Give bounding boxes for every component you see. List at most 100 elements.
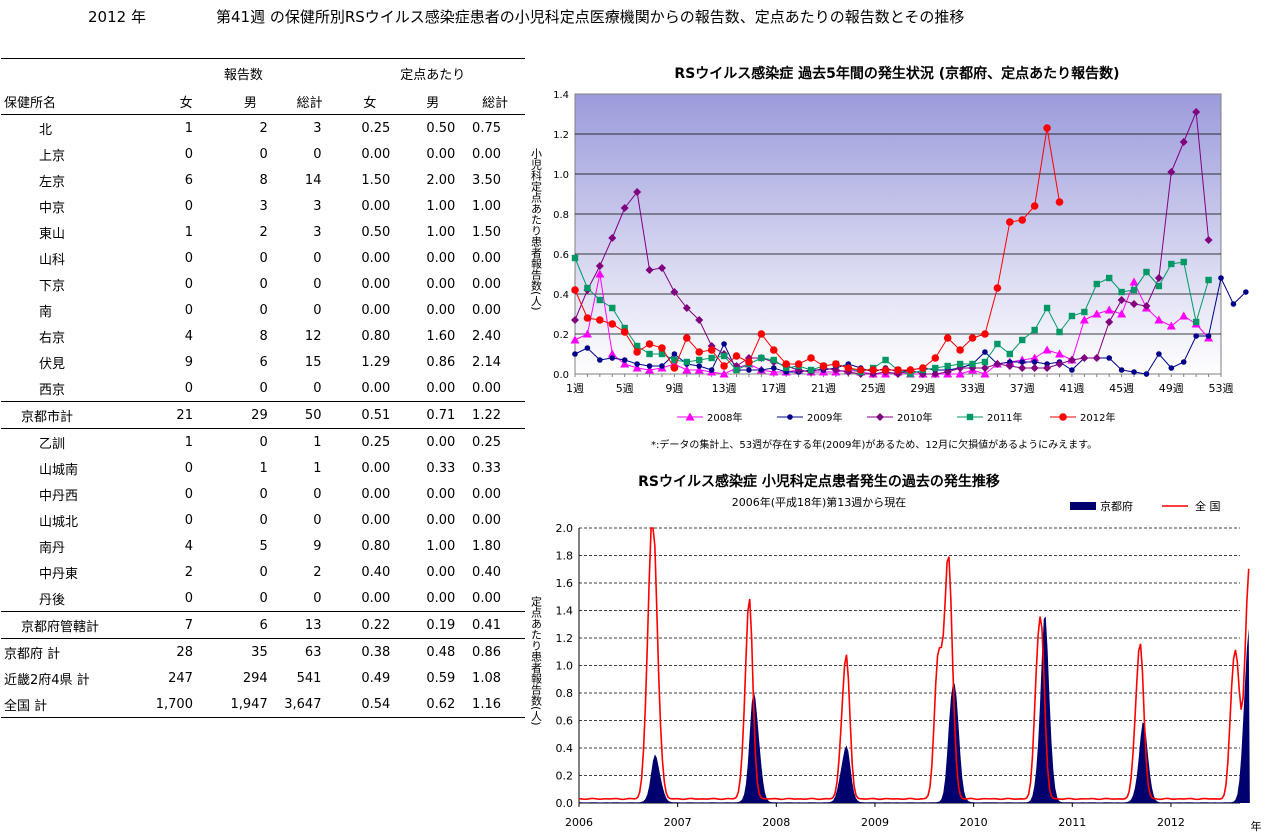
row-cell: 6 (184, 172, 193, 188)
row-name: 近畿2府4県 計 (4, 672, 90, 688)
legend-label: 2012年 (1080, 411, 1115, 424)
x-tick-label: 13週 (712, 382, 737, 395)
data-point (1043, 124, 1051, 132)
data-point (1106, 355, 1112, 361)
row-cell: 1.00 (426, 198, 456, 214)
report-year: 2012 年 (88, 8, 146, 26)
row-cell: 0 (279, 585, 340, 612)
col-header-name: 保健所名 (1, 88, 152, 115)
data-point (634, 361, 640, 367)
data-point (832, 360, 840, 368)
row-cell: 28 (176, 644, 193, 660)
data-point (931, 354, 940, 362)
row-cell: 0 (279, 375, 340, 402)
row-name: 南 (39, 304, 53, 320)
five-year-line-chart: 0.0 0.2 0.4 0.6 0.8 1.0 1.2 1.4 1週 5週 9週 13週 17週 21週 2… (530, 65, 1249, 451)
data-point (696, 356, 703, 364)
plot-area (574, 93, 1222, 375)
y-tick-label: 0.0 (556, 797, 574, 810)
table-row: 上京 0 0 0 0.00 0.00 0.00 (1, 141, 525, 167)
data-point (980, 369, 990, 378)
data-point (1030, 364, 1039, 372)
table-row: 右京 4 8 12 0.80 1.60 2.40 (1, 323, 525, 349)
row-cell: 21 (151, 401, 207, 429)
table-row: 伏見 9 6 15 1.29 0.86 2.14 (1, 349, 525, 375)
y-tick-label: 1.0 (556, 660, 574, 673)
data-point (633, 188, 642, 196)
row-cell: 0 (313, 250, 322, 266)
row-cell: 1.29 (361, 354, 391, 370)
data-point (932, 364, 939, 372)
data-point (708, 354, 715, 362)
y-tick-label: 0.4 (556, 742, 574, 755)
data-point (1006, 218, 1014, 226)
row-cell: 0.80 (361, 328, 391, 344)
data-point (980, 364, 989, 372)
data-point (1092, 354, 1101, 362)
data-point (620, 359, 630, 368)
data-point (782, 360, 790, 368)
row-cell: 0 (184, 486, 193, 502)
row-cell: 0 (184, 146, 193, 162)
data-point (1143, 268, 1150, 276)
data-point (1180, 258, 1187, 266)
data-point (1179, 311, 1189, 320)
legend-marker (787, 414, 793, 420)
row-cell: 0.00 (361, 302, 391, 318)
row-cell: 0.00 (472, 486, 501, 502)
row-cell: 541 (296, 670, 322, 686)
row-cell: 0.19 (400, 611, 466, 639)
data-point (869, 366, 877, 374)
data-point (1018, 216, 1027, 224)
row-cell: 0.25 (361, 120, 391, 136)
table-row: 全国 計 1,700 1,947 3,647 0.54 0.62 1.16 (1, 691, 525, 718)
table-row: 東山 1 2 3 0.50 1.00 1.50 (1, 219, 525, 245)
data-point (633, 348, 641, 356)
row-cell: 12 (304, 328, 322, 344)
data-point (670, 364, 679, 372)
data-point (1155, 282, 1163, 290)
row-cell: 1 (184, 434, 193, 450)
row-cell: 0 (259, 302, 268, 318)
row-cell: 4 (184, 328, 193, 344)
row-cell: 0 (259, 434, 268, 450)
x-tick-label: 9週 (665, 382, 683, 395)
data-point (993, 360, 1002, 368)
row-cell: 0.00 (426, 276, 456, 292)
x-axis-label: 年 (1251, 819, 1262, 833)
data-point (620, 204, 629, 212)
x-tick-label: 29週 (910, 382, 935, 395)
row-cell: 0 (184, 198, 193, 214)
data-point (645, 365, 655, 374)
data-point (1130, 286, 1138, 294)
data-point (1043, 364, 1052, 372)
data-point (658, 344, 666, 352)
row-cell: 3 (313, 120, 322, 136)
data-point (632, 363, 642, 372)
data-point (571, 286, 579, 294)
data-point (646, 350, 653, 358)
row-cell: 2 (313, 564, 322, 580)
y-tick-label: 1.8 (556, 550, 574, 563)
row-cell: 0 (313, 146, 322, 162)
data-point (645, 266, 654, 274)
row-cell: 9 (184, 354, 193, 370)
data-point (1243, 289, 1249, 295)
row-cell: 6 (206, 611, 280, 639)
row-name: 京都府 計 (4, 646, 61, 662)
y-tick-label: 2.0 (556, 522, 574, 535)
legend-label-kyoto: 京都府 (1100, 499, 1133, 513)
data-point (1068, 312, 1076, 320)
row-cell: 50 (279, 401, 340, 429)
data-point (794, 360, 803, 368)
row-cell: 0 (313, 276, 322, 292)
row-cell: 0.40 (472, 564, 501, 580)
row-cell: 0.86 (472, 644, 501, 660)
data-point (943, 334, 952, 342)
data-point (1005, 362, 1014, 370)
row-cell: 0.00 (361, 486, 391, 502)
data-point (1230, 301, 1237, 307)
x-tick-label: 2006 (565, 816, 593, 829)
row-cell: 0.00 (361, 276, 391, 292)
data-point (1079, 315, 1089, 324)
